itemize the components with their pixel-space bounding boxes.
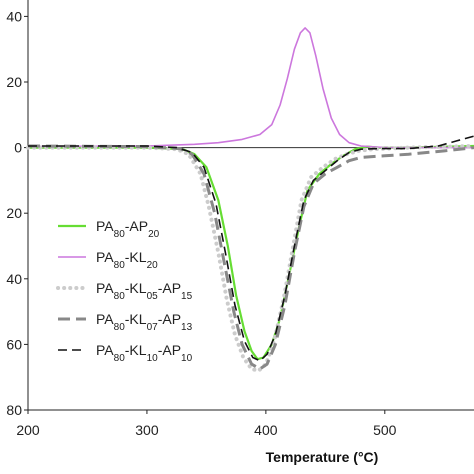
y-tick-label: 60 bbox=[6, 336, 22, 352]
y-tick-label: 20 bbox=[6, 205, 22, 221]
series-line-1 bbox=[28, 144, 474, 361]
legend-label-2: PA80-KL20 bbox=[96, 249, 158, 271]
y-tick-label: 80 bbox=[6, 402, 22, 418]
series-line-5 bbox=[28, 135, 474, 362]
legend-label-5: PA80-KL10-AP10 bbox=[96, 342, 193, 364]
legend-label-1: PA80-AP20 bbox=[96, 218, 160, 240]
series-line-4 bbox=[27, 144, 474, 371]
series-line-2 bbox=[27, 27, 474, 149]
x-tick-label: 500 bbox=[373, 422, 397, 438]
y-tick-label: 40 bbox=[6, 271, 22, 287]
series-line-3 bbox=[26, 144, 474, 373]
y-tick-label: 20 bbox=[6, 74, 22, 90]
x-tick-label: 400 bbox=[254, 422, 278, 438]
x-axis-title: Temperature (°C) bbox=[266, 449, 379, 465]
legend-label-3: PA80-KL05-AP15 bbox=[96, 280, 193, 302]
x-tick-label: 200 bbox=[16, 422, 40, 438]
legend: PA80-AP20 PA80-KL20 PA80-KL05-AP15 PA80-KL0… bbox=[56, 218, 193, 364]
plot-area bbox=[26, 27, 474, 373]
legend-label-4: PA80-KL07-AP13 bbox=[96, 311, 193, 333]
y-tick-label: 0 bbox=[14, 140, 22, 156]
x-tick-label: 300 bbox=[135, 422, 159, 438]
y-tick-label: 40 bbox=[6, 8, 22, 24]
